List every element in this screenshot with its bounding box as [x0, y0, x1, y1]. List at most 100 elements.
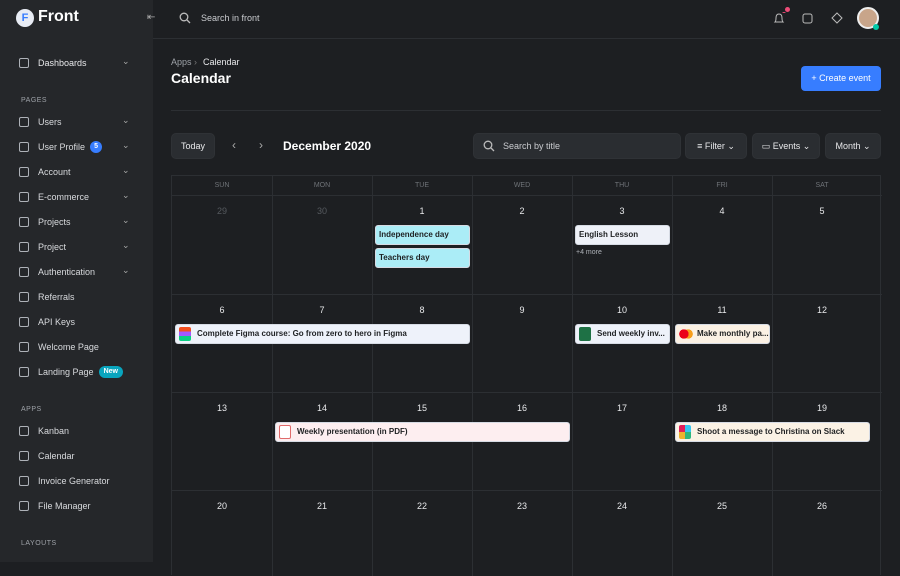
event[interactable]: English Lesson: [575, 225, 670, 245]
avatar[interactable]: [857, 7, 879, 29]
section-heading: LAYOUTS: [21, 540, 57, 547]
brand[interactable]: Front: [38, 8, 79, 25]
nav-item[interactable]: Calendar: [38, 451, 75, 461]
prev-button[interactable]: ‹: [232, 138, 236, 152]
chevron: ⌄: [122, 190, 130, 200]
weekday: SUN: [214, 182, 230, 189]
nav-item[interactable]: Project: [38, 242, 67, 252]
event-title: Teachers day: [379, 253, 430, 262]
nav-icon: [19, 476, 29, 486]
nav-icon: [19, 292, 29, 302]
event[interactable]: Teachers day: [375, 248, 470, 268]
event-title: Complete Figma course: Go from zero to h…: [197, 329, 407, 338]
column-line: [272, 176, 273, 576]
chevron: ⌄: [122, 165, 130, 175]
day-number: 24: [616, 501, 627, 511]
more-link[interactable]: +4 more: [576, 249, 602, 256]
event[interactable]: Independence day: [375, 225, 470, 245]
breadcrumb: Calendar: [203, 57, 240, 67]
button-label: Create event: [819, 73, 871, 83]
day-number: 29: [216, 206, 227, 216]
section-heading: PAGES: [21, 97, 48, 104]
nav-item[interactable]: Account: [38, 167, 71, 177]
nav-icon: [19, 117, 29, 127]
day-number: 12: [816, 305, 827, 315]
nav-item[interactable]: Welcome Page: [38, 342, 99, 352]
apps-button[interactable]: [802, 12, 814, 24]
nav-item[interactable]: Landing Page: [38, 367, 94, 377]
nav-item[interactable]: User Profile: [38, 142, 86, 152]
nav-icon: [19, 451, 29, 461]
event-title: Shoot a message to Christina on Slack: [697, 427, 845, 436]
create-event-button[interactable]: + Create event: [801, 66, 881, 91]
day-number: 16: [516, 403, 527, 413]
nav-icon: [19, 342, 29, 352]
column-line: [372, 176, 373, 576]
nav-item[interactable]: E-commerce: [38, 192, 90, 202]
day-number: 15: [416, 403, 427, 413]
nav-item[interactable]: File Manager: [38, 501, 91, 511]
label: Filter: [704, 141, 725, 151]
weekday: WED: [513, 182, 531, 189]
badge: 5: [90, 141, 103, 153]
event[interactable]: Make monthly pa...: [675, 324, 770, 344]
day-number: 19: [816, 403, 827, 413]
day-number: 9: [519, 305, 525, 315]
logo-icon: F: [16, 9, 34, 27]
nav-item[interactable]: Kanban: [38, 426, 70, 436]
nav-item[interactable]: API Keys: [38, 317, 76, 327]
events-button[interactable]: ▭ Events ⌄: [752, 133, 820, 159]
row-line: [172, 294, 882, 295]
event-search[interactable]: [473, 133, 681, 159]
nav-item[interactable]: Projects: [38, 217, 71, 227]
weekday: MON: [313, 182, 331, 189]
page-title: Calendar: [171, 70, 231, 86]
day-number: 1: [419, 206, 425, 216]
column-line: [572, 176, 573, 576]
nav-icon: [19, 242, 29, 252]
day-number: 7: [319, 305, 325, 315]
calendar-grid: SUN MON TUE WED THU FRI SAT 29 30 1 2 3 4 5 6 7 8 9 10 11 12…: [171, 175, 882, 576]
event-icon: [679, 425, 691, 439]
day-number: 23: [516, 501, 527, 511]
next-button[interactable]: ›: [259, 138, 263, 152]
event-title: English Lesson: [579, 230, 639, 239]
row-line: [172, 490, 882, 491]
app: F Front Dashboards ⌄ PAGES Users ⌄ User Profi…: [16, 7, 900, 576]
day-number: 8: [419, 305, 425, 315]
search-input[interactable]: Search in front: [201, 13, 260, 23]
event[interactable]: Complete Figma course: Go from zero to h…: [175, 324, 470, 344]
nav-item[interactable]: Referrals: [38, 292, 75, 302]
nav-item[interactable]: Invoice Generator: [38, 476, 110, 486]
event[interactable]: Weekly presentation (in PDF): [275, 422, 570, 442]
breadcrumb-sep: ›: [194, 57, 197, 67]
row-line: [172, 392, 882, 393]
nav-icon: [19, 317, 29, 327]
day-number: 17: [616, 403, 627, 413]
nav-item[interactable]: Authentication: [38, 267, 96, 277]
activity-button[interactable]: [831, 12, 843, 24]
breadcrumb[interactable]: Apps: [171, 57, 192, 67]
status-dot: [873, 24, 879, 30]
event-icon: [179, 327, 191, 341]
column-line: [472, 176, 473, 576]
nav-item[interactable]: Dashboards: [38, 58, 87, 68]
day-number: 18: [716, 403, 727, 413]
weekday: SAT: [815, 182, 829, 189]
nav-item[interactable]: Users: [38, 117, 62, 127]
collapse-button[interactable]: ⇤: [147, 12, 156, 23]
notifications[interactable]: [772, 12, 786, 26]
event[interactable]: Shoot a message to Christina on Slack: [675, 422, 870, 442]
month-label: December 2020: [283, 139, 372, 153]
today-button[interactable]: Today: [171, 133, 215, 159]
event-icon: [679, 327, 693, 341]
view-button[interactable]: Month ⌄: [825, 133, 881, 159]
event[interactable]: Send weekly inv...: [575, 324, 670, 344]
label: Events: [772, 141, 801, 151]
event-icon: [579, 327, 591, 341]
chevron: ⌄: [122, 240, 130, 250]
chevron: ⌄: [122, 115, 130, 125]
filter-button[interactable]: ≡ Filter ⌄: [685, 133, 747, 159]
day-number: 20: [216, 501, 227, 511]
weekday: TUE: [415, 182, 429, 189]
